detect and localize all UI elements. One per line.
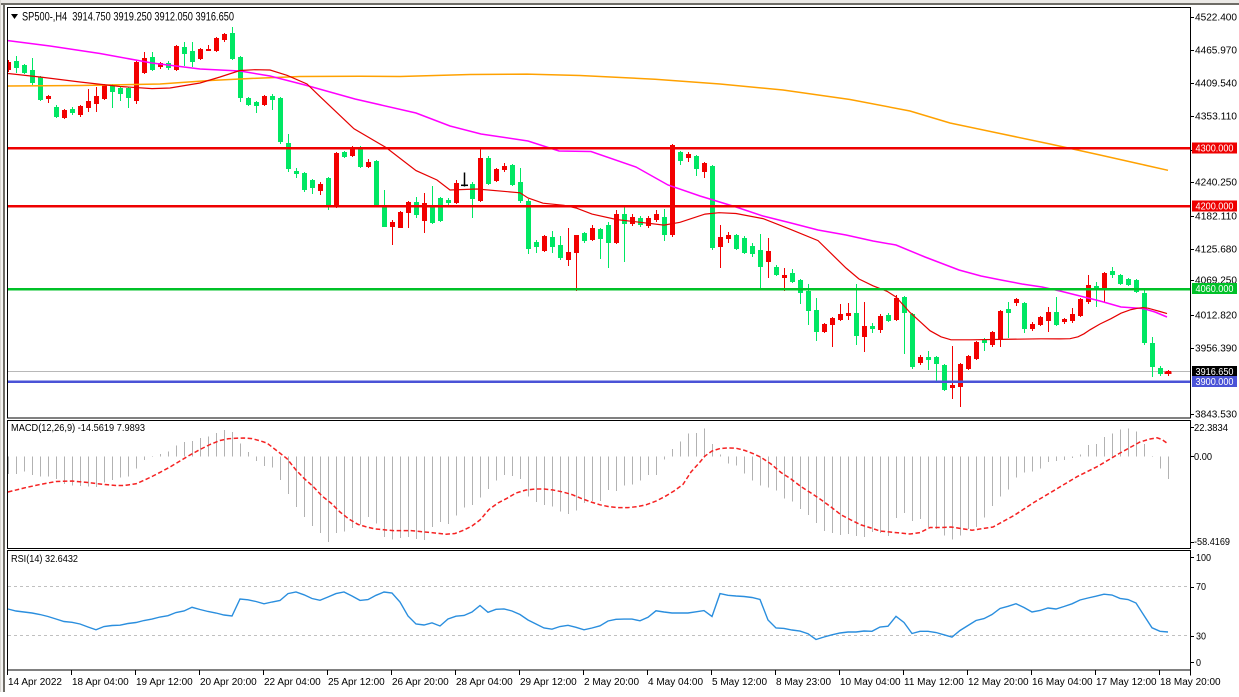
svg-text:4300.000: 4300.000	[1196, 144, 1234, 155]
svg-text:4353.110: 4353.110	[1195, 112, 1237, 123]
svg-text:3956.390: 3956.390	[1195, 344, 1237, 355]
svg-text:18 May 20:00: 18 May 20:00	[1160, 677, 1221, 688]
svg-text:18 Apr 04:00: 18 Apr 04:00	[72, 677, 129, 688]
svg-text:4240.250: 4240.250	[1195, 178, 1237, 189]
svg-text:20 Apr 20:00: 20 Apr 20:00	[200, 677, 257, 688]
svg-text:26 Apr 20:00: 26 Apr 20:00	[392, 677, 449, 688]
svg-text:4465.970: 4465.970	[1195, 46, 1237, 57]
svg-text:14 Apr 2022: 14 Apr 2022	[8, 677, 62, 688]
svg-text:-58.4169: -58.4169	[1194, 537, 1230, 548]
svg-text:0: 0	[1196, 658, 1201, 669]
svg-text:SP500-,H4 3914.750 3919.250 3: SP500-,H4 3914.750 3919.250 3912.050 391…	[22, 12, 234, 24]
svg-text:11 May 12:00: 11 May 12:00	[904, 677, 964, 688]
svg-text:22 Apr 04:00: 22 Apr 04:00	[264, 677, 321, 688]
svg-text:2 May 20:00: 2 May 20:00	[584, 677, 639, 688]
svg-text:17 May 12:00: 17 May 12:00	[1096, 677, 1157, 688]
svg-text:4012.820: 4012.820	[1195, 311, 1237, 322]
svg-text:3900.000: 3900.000	[1196, 377, 1234, 388]
svg-text:25 Apr 12:00: 25 Apr 12:00	[328, 677, 385, 688]
svg-text:4182.110: 4182.110	[1195, 212, 1237, 223]
svg-text:4069.250: 4069.250	[1195, 276, 1237, 287]
svg-text:3916.650: 3916.650	[1196, 367, 1234, 378]
svg-text:RSI(14) 32.6432: RSI(14) 32.6432	[11, 553, 78, 565]
svg-text:4409.540: 4409.540	[1195, 79, 1237, 90]
svg-text:MACD(12,26,9) -14.5619 7.9893: MACD(12,26,9) -14.5619 7.9893	[11, 422, 145, 434]
svg-text:29 Apr 12:00: 29 Apr 12:00	[520, 677, 577, 688]
svg-text:4125.680: 4125.680	[1195, 245, 1237, 256]
svg-text:30: 30	[1196, 631, 1206, 642]
svg-text:4 May 04:00: 4 May 04:00	[648, 677, 703, 688]
svg-text:16 May 04:00: 16 May 04:00	[1032, 677, 1093, 688]
svg-text:10 May 04:00: 10 May 04:00	[840, 677, 901, 688]
svg-text:3843.530: 3843.530	[1195, 410, 1237, 421]
svg-text:19 Apr 12:00: 19 Apr 12:00	[136, 677, 193, 688]
svg-text:0.00: 0.00	[1194, 452, 1212, 463]
svg-text:8 May 23:00: 8 May 23:00	[776, 677, 831, 688]
svg-text:4522.400: 4522.400	[1195, 13, 1237, 24]
svg-text:28 Apr 04:00: 28 Apr 04:00	[456, 677, 513, 688]
svg-text:4200.000: 4200.000	[1196, 202, 1234, 213]
svg-text:5 May 12:00: 5 May 12:00	[712, 677, 767, 688]
svg-text:100: 100	[1196, 553, 1211, 564]
svg-text:22.3834: 22.3834	[1194, 423, 1228, 434]
svg-text:70: 70	[1196, 582, 1206, 593]
svg-text:12 May 20:00: 12 May 20:00	[968, 677, 1029, 688]
svg-text:4060.000: 4060.000	[1196, 284, 1234, 295]
